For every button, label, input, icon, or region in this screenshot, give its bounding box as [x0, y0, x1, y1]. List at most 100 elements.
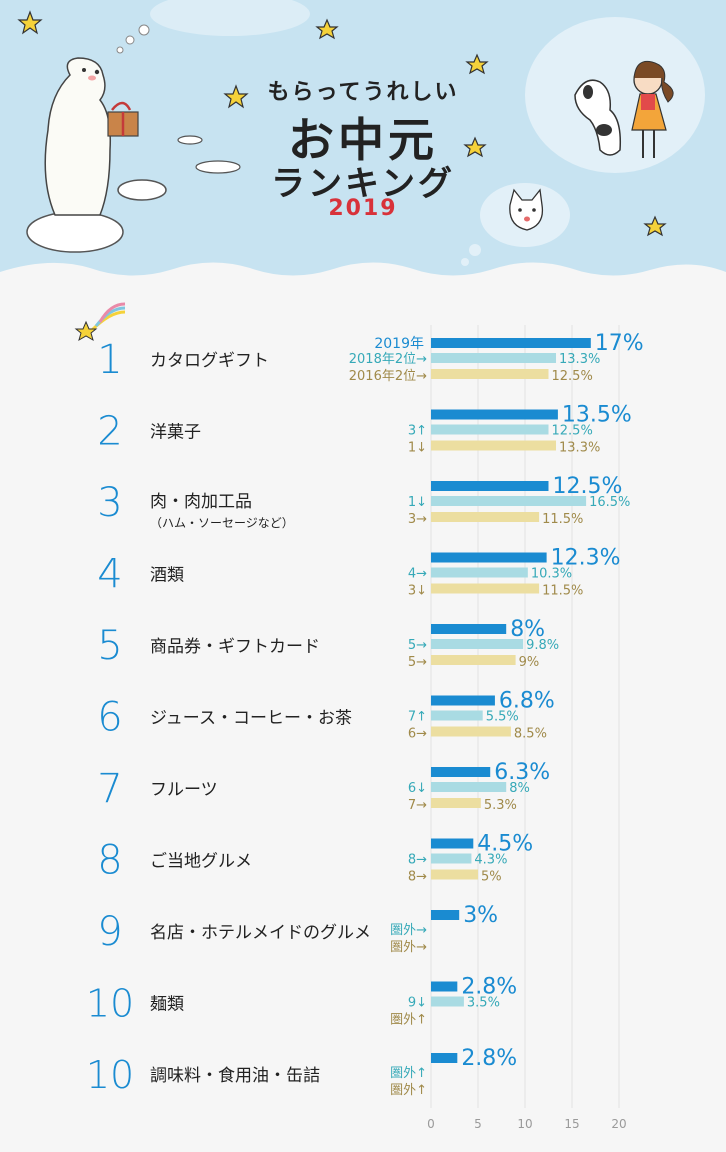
bar-2016 [431, 583, 540, 594]
rank-change-2018: 7↑ [408, 710, 427, 725]
category-label: 酒類 [150, 566, 184, 586]
bar-2018 [431, 782, 507, 792]
value-label-2019: 4.5% [477, 832, 533, 857]
value-label-2019: 12.3% [551, 546, 621, 571]
category-label: 洋菓子 [150, 423, 201, 443]
bar-2016 [431, 869, 478, 880]
cloud-top [150, 0, 310, 36]
value-label-2018: 3.5% [467, 996, 500, 1011]
rank-change-2016: 5→ [408, 655, 427, 670]
rank-number: 9 [97, 909, 122, 955]
shooting-star-icon [74, 302, 126, 342]
x-tick-label: 0 [427, 1117, 435, 1131]
rank-change-2018: 圏外→ [390, 923, 427, 938]
rank-number: 3 [97, 480, 122, 526]
rank-change-2016: 2016年2位→ [349, 369, 427, 384]
header-year: 2019 [328, 196, 398, 221]
bar-2016 [431, 512, 540, 522]
rank-number: 4 [97, 552, 122, 598]
value-label-2018: 16.5% [589, 495, 630, 510]
star-icon [463, 136, 487, 158]
header-line3: ランキング [271, 164, 455, 204]
rank-change-2016: 1↓ [408, 441, 427, 456]
bar-2018 [431, 567, 528, 578]
dog-icon [574, 79, 622, 156]
rank-change-2018: 1↓ [408, 495, 427, 510]
value-label-2019: 8% [510, 617, 545, 642]
cat-icon [509, 188, 544, 231]
header-line1: もらってうれしい [267, 80, 459, 105]
bar-2018 [431, 496, 587, 506]
value-label-2019: 6.3% [494, 760, 550, 785]
bar-2016 [431, 726, 511, 737]
x-tick-label: 10 [517, 1117, 532, 1131]
bar-2019 [431, 624, 507, 634]
value-label-2018: 13.3% [559, 352, 600, 367]
rank-number: 10 [86, 982, 134, 1026]
value-label-2019: 6.8% [499, 689, 555, 714]
category-label: 麺類 [150, 995, 184, 1015]
rank-change-2018: 8→ [408, 853, 427, 868]
bubble-dot [461, 258, 469, 266]
bar-2019 [431, 409, 558, 420]
value-label-2019: 2.8% [461, 975, 517, 1000]
value-label-2016: 5% [481, 870, 502, 885]
value-label-2019: 12.5% [553, 474, 623, 499]
x-tick-label: 5 [474, 1117, 482, 1131]
bar-2019 [431, 338, 591, 348]
rank-change-2018: 3↑ [408, 424, 427, 439]
rank-change-2016: 6→ [408, 727, 427, 742]
rank-number: 2 [97, 409, 122, 455]
bar-2019 [431, 481, 549, 491]
thought-bubble-dog-girl [525, 17, 705, 173]
value-label-2018: 5.5% [486, 710, 519, 725]
value-label-2018: 8% [509, 781, 530, 796]
rank-change-2016: 圏外→ [390, 940, 427, 955]
rank-number: 6 [97, 695, 122, 741]
bar-2018 [431, 639, 524, 649]
ice-floe [195, 160, 241, 174]
star-icon [17, 10, 43, 35]
value-label-2018: 10.3% [531, 567, 572, 582]
rank-change-2018: 2018年2位→ [349, 352, 427, 367]
rank-change-2016: 8→ [408, 870, 427, 885]
value-label-2019: 3% [463, 903, 498, 928]
rank-change-2018: 9↓ [408, 996, 427, 1011]
x-tick-label: 15 [564, 1117, 579, 1131]
bar-2018 [431, 996, 464, 1007]
rank-change-2016: 3→ [408, 512, 427, 527]
category-label: フルーツ [150, 780, 218, 800]
value-label-2018: 4.3% [474, 853, 507, 868]
bar-2019 [431, 981, 458, 992]
star-icon [315, 18, 339, 40]
bar-2016 [431, 369, 549, 379]
ice-floe [177, 135, 203, 145]
value-label-2016: 8.5% [514, 727, 547, 742]
bar-2016 [431, 798, 481, 808]
value-label-2016: 9% [519, 655, 540, 670]
category-sublabel: （ハム・ソーセージなど） [150, 516, 294, 530]
header-title: お中元 [288, 113, 438, 167]
star-icon [643, 215, 667, 237]
category-label: ご当地グルメ [150, 852, 252, 872]
rank-change-2016: 圏外↑ [390, 1013, 427, 1028]
bar-2016 [431, 655, 516, 665]
rank-change-2018: 6↓ [408, 781, 427, 796]
header-illustration [0, 0, 726, 276]
category-label: 肉・肉加工品 [150, 492, 252, 512]
bar-2019 [431, 695, 495, 706]
rank-change-2016: 圏外↑ [390, 1083, 427, 1098]
value-label-2018: 12.5% [552, 424, 593, 439]
bar-2018 [431, 853, 472, 864]
rank-change-2018: 5→ [408, 638, 427, 653]
category-label: ジュース・コーヒー・お茶 [150, 709, 352, 729]
rank-number: 5 [97, 623, 122, 669]
value-label-2016: 11.5% [542, 512, 583, 527]
bubble-dot [469, 244, 481, 256]
bar-2018 [431, 710, 483, 721]
value-label-2016: 13.3% [559, 441, 600, 456]
ice-floe [117, 179, 167, 201]
rank-change-2018: 4→ [408, 567, 427, 582]
star-icons [17, 10, 667, 237]
